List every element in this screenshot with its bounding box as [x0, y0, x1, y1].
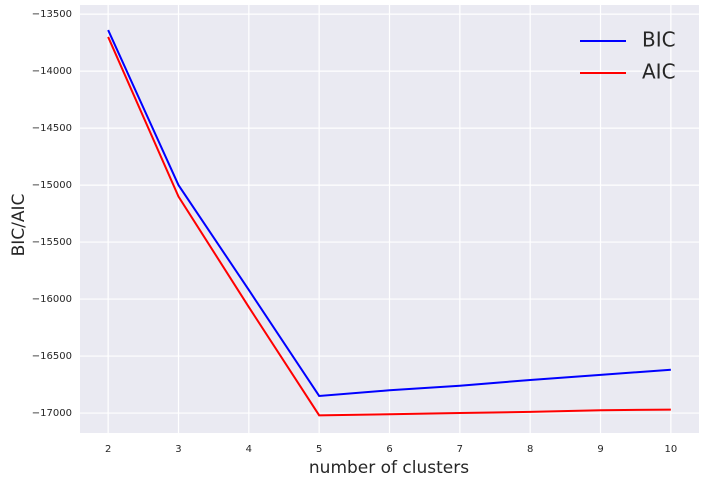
x-tick-label: 5	[316, 444, 322, 455]
x-tick-label: 7	[457, 444, 463, 455]
x-tick-label: 10	[664, 444, 677, 455]
y-axis-label: BIC/AIC	[9, 194, 29, 257]
y-tick-label: −15000	[32, 180, 72, 191]
y-tick-label: −14500	[32, 123, 72, 134]
x-tick-label: 4	[246, 444, 252, 455]
lines	[107, 29, 671, 417]
series-line	[107, 29, 671, 398]
legend-label: AIC	[642, 60, 676, 84]
y-tick-label: −14000	[32, 66, 72, 77]
y-tick-label: −16500	[32, 351, 72, 362]
y-tick-label: −15500	[32, 237, 72, 248]
x-tick-label: 6	[386, 444, 392, 455]
series-line	[107, 36, 671, 417]
x-tick-label: 2	[105, 444, 111, 455]
legend-label: BIC	[642, 28, 676, 52]
y-tick-label: −17000	[32, 408, 72, 419]
x-axis-label: number of clusters	[309, 458, 469, 478]
y-tick-label: −16000	[32, 294, 72, 305]
y-tick-label: −13500	[32, 9, 72, 20]
x-tick-label: 9	[597, 444, 603, 455]
x-tick-label: 3	[175, 444, 181, 455]
grid	[80, 5, 699, 433]
x-tick-label: 8	[527, 444, 533, 455]
